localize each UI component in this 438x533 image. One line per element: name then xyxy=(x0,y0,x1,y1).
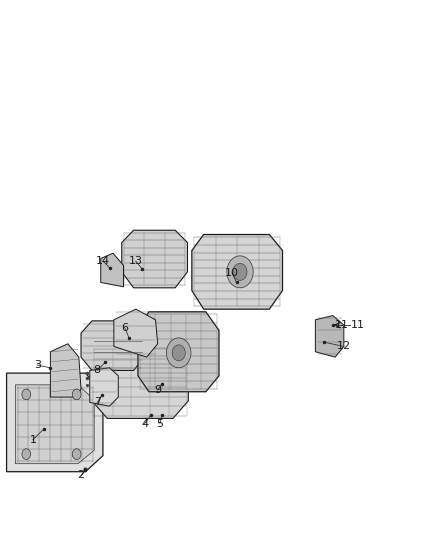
Polygon shape xyxy=(101,253,124,287)
Text: 7: 7 xyxy=(94,398,101,407)
Text: 1: 1 xyxy=(29,435,36,445)
Circle shape xyxy=(72,389,81,400)
Text: 13: 13 xyxy=(129,256,143,266)
Circle shape xyxy=(172,345,185,361)
Polygon shape xyxy=(81,321,145,370)
Polygon shape xyxy=(192,235,283,309)
Text: 4: 4 xyxy=(141,419,148,429)
Text: 12: 12 xyxy=(337,342,351,351)
Text: 2: 2 xyxy=(78,471,85,480)
Polygon shape xyxy=(92,346,188,418)
Polygon shape xyxy=(7,373,103,472)
Circle shape xyxy=(72,449,81,459)
Text: 14: 14 xyxy=(96,256,110,266)
Text: 9: 9 xyxy=(154,385,161,395)
Text: 10: 10 xyxy=(225,268,239,278)
Polygon shape xyxy=(90,368,118,406)
Polygon shape xyxy=(114,309,158,357)
Circle shape xyxy=(227,256,253,288)
Polygon shape xyxy=(315,316,344,357)
Text: 11: 11 xyxy=(335,320,349,330)
Polygon shape xyxy=(138,312,219,392)
Circle shape xyxy=(166,338,191,368)
Circle shape xyxy=(22,389,31,400)
Polygon shape xyxy=(15,385,94,464)
Circle shape xyxy=(22,449,31,459)
Text: 8: 8 xyxy=(94,366,101,375)
Text: 5: 5 xyxy=(156,419,163,429)
Circle shape xyxy=(233,263,247,280)
Polygon shape xyxy=(122,230,187,288)
Polygon shape xyxy=(50,344,81,397)
Text: 11: 11 xyxy=(350,320,364,330)
Text: 3: 3 xyxy=(34,360,41,370)
Text: 6: 6 xyxy=(121,323,128,333)
